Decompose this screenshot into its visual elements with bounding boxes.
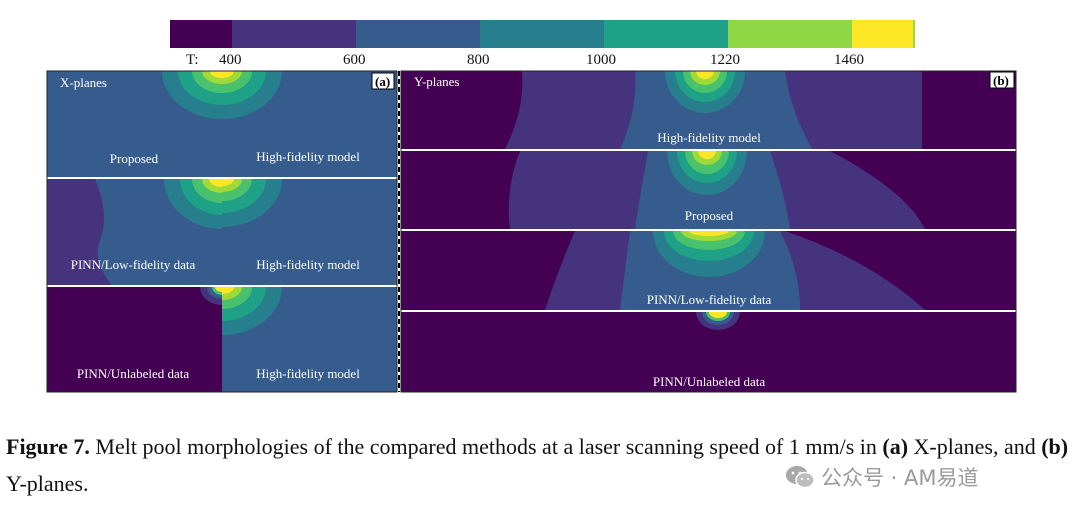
colorbar-segment <box>480 20 604 48</box>
caption-label: Figure 7. <box>6 434 90 459</box>
panel-a-row-3 <box>47 287 397 392</box>
figure-caption: Figure 7. Melt pool morphologies of the … <box>6 428 1074 502</box>
caption-ref-b: (b) <box>1041 434 1069 459</box>
panel-b-tag: (b) <box>993 73 1009 88</box>
colorbar-ticks: T: 400 600 800 1000 1220 1460 <box>0 52 1080 72</box>
panel-b-row-2 <box>401 151 1016 229</box>
panel-b-row-3 <box>401 231 1016 310</box>
caption-text-3: Y-planes. <box>6 471 89 496</box>
panel-a-row-1-left-label: Proposed <box>110 151 159 166</box>
panel-b-row-4-label: PINN/Unlabeled data <box>653 374 766 389</box>
colorbar-tick: 1000 <box>586 52 616 68</box>
colorbar-tick: 600 <box>343 52 366 68</box>
watermark: 公众号 · AM易道 <box>785 462 979 492</box>
colorbar-prefix: T: <box>186 52 199 68</box>
colorbar-segment <box>170 20 232 48</box>
colorbar-tick: 1220 <box>710 52 740 68</box>
wechat-icon <box>786 466 815 489</box>
panel-a-row-2-right-label: High-fidelity model <box>256 257 360 272</box>
panel-a: X-planes (a) Proposed High-fidelity mode… <box>46 70 398 393</box>
panel-a-row-1-right-label: High-fidelity model <box>256 149 360 164</box>
panel-b-row-3-label: PINN/Low-fidelity data <box>647 292 772 307</box>
colorbar-tick: 1460 <box>834 52 864 68</box>
panel-a-row-1 <box>47 71 397 177</box>
panel-a-title: X-planes <box>60 75 107 90</box>
colorbar-segment <box>232 20 356 48</box>
panel-a-tag: (a) <box>375 74 390 89</box>
panel-b-row-2-label: Proposed <box>685 208 734 223</box>
panel-b-title: Y-planes <box>414 74 460 89</box>
caption-ref-a: (a) <box>882 434 909 459</box>
colorbar-segment-yellow <box>852 20 913 48</box>
panel-a-row-2 <box>47 179 397 285</box>
caption-text-2: X-planes, and <box>908 434 1042 459</box>
panel-a-row-2-left-label: PINN/Low-fidelity data <box>71 257 196 272</box>
colorbar-segment <box>356 20 480 48</box>
panel-b-row-1 <box>401 71 1016 149</box>
colorbar-tick: 800 <box>467 52 490 68</box>
watermark-text: 公众号 · AM易道 <box>821 466 979 490</box>
colorbar-segment-green <box>728 20 852 48</box>
figure-panels: X-planes (a) Proposed High-fidelity mode… <box>46 70 1017 393</box>
panel-b: Y-planes (b) High-fidelity model Propose… <box>400 70 1017 393</box>
panel-a-row-3-left-label: PINN/Unlabeled data <box>77 366 190 381</box>
colorbar-tick: 400 <box>219 52 242 68</box>
panel-b-row-4 <box>401 312 1016 392</box>
panel-a-row-3-right-label: High-fidelity model <box>256 366 360 381</box>
colorbar-segment <box>604 20 728 48</box>
panel-b-row-1-label: High-fidelity model <box>657 130 761 145</box>
caption-text-1: Melt pool morphologies of the compared m… <box>89 434 883 459</box>
